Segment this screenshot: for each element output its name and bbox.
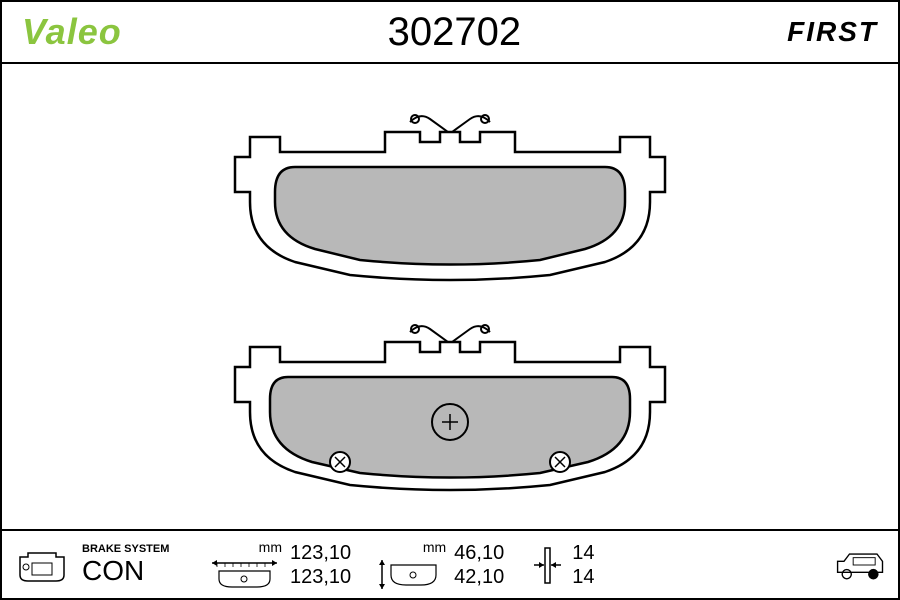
brand-logo: Valeo [22, 11, 122, 53]
thickness-outer: 14 [572, 541, 594, 565]
caliper-icon-section [12, 545, 67, 585]
height-inner: 42,10 [454, 565, 504, 589]
diagram-area [2, 64, 898, 529]
product-line-logo: FIRST [787, 16, 878, 48]
height-icon [376, 557, 446, 592]
height-section: mm 46,10 42,10 [376, 539, 504, 592]
car-rear-icon [833, 545, 888, 585]
brake-system-value: CON [82, 555, 192, 587]
width-section: mm 123,10 123,10 [207, 539, 351, 592]
brake-system-section: BRAKE SYSTEM CON [82, 543, 192, 587]
height-unit: mm [423, 539, 446, 555]
height-outer: 46,10 [454, 541, 504, 565]
thickness-section: 14 14 [529, 541, 594, 589]
width-inner: 123,10 [290, 565, 351, 589]
brake-pad-top-diagram [210, 97, 690, 287]
thickness-icon [529, 543, 564, 588]
part-number: 302702 [388, 10, 521, 55]
header: Valeo 302702 FIRST [2, 2, 898, 64]
caliper-icon [12, 545, 72, 585]
thickness-inner: 14 [572, 565, 594, 589]
width-outer: 123,10 [290, 541, 351, 565]
width-icon [207, 557, 282, 592]
footer-specs: BRAKE SYSTEM CON mm [2, 529, 898, 599]
brake-pad-bottom-diagram [210, 307, 690, 497]
width-unit: mm [259, 539, 282, 555]
spec-sheet: Valeo 302702 FIRST [0, 0, 900, 600]
brake-system-label: BRAKE SYSTEM [82, 543, 192, 555]
